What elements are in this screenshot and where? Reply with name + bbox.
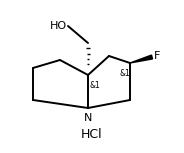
Text: HCl: HCl [81, 129, 103, 142]
Text: &1: &1 [90, 81, 101, 90]
Polygon shape [130, 55, 153, 63]
Text: N: N [84, 113, 92, 123]
Text: &1: &1 [120, 69, 131, 78]
Text: HO: HO [50, 21, 67, 31]
Text: F: F [154, 51, 160, 61]
